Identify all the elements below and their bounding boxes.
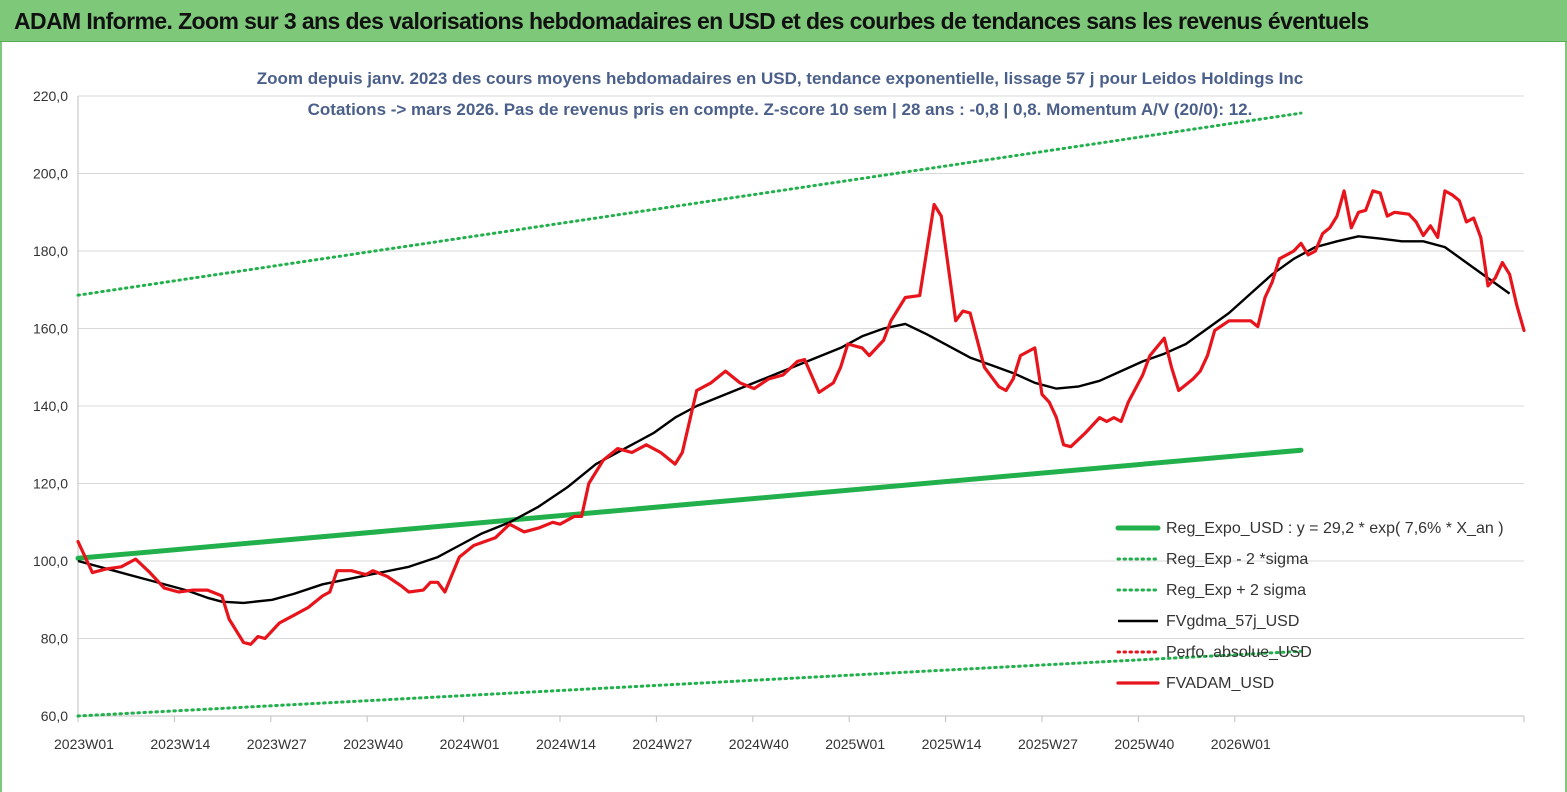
legend-label: Reg_Exp + 2 sigma	[1166, 582, 1306, 599]
x-tick-label: 2024W14	[536, 736, 596, 752]
y-tick-label: 60,0	[41, 708, 68, 724]
x-axis: 2023W01 2023W14 2023W27 2023W40 2024W01 2024W…	[54, 715, 1525, 752]
x-tick-label: 2023W27	[247, 736, 307, 752]
x-tick-label: 2023W14	[150, 736, 210, 752]
x-tick-label: 2023W40	[343, 736, 403, 752]
series-line-fvadam-usd	[76, 189, 1526, 646]
y-tick-label: 180,0	[33, 243, 68, 259]
x-tick-label: 2026W01	[1211, 736, 1271, 752]
plot-series	[75, 111, 1526, 718]
series-line-reg-expo-usd-y-29-2-exp-7-6-x-an	[75, 447, 1304, 561]
y-tick-label: 80,0	[41, 631, 68, 647]
chart-subtitle-line1: Zoom depuis janv. 2023 des cours moyens …	[257, 69, 1303, 88]
x-tick-label: 2025W14	[922, 736, 982, 752]
series-line-fvgdma-57j-usd	[77, 235, 1511, 605]
y-axis: 60,0 80,0 100,0 120,0 140,0 160,0 180,0 200,0 22…	[33, 88, 79, 724]
report-banner: ADAM Informe. Zoom sur 3 ans des valoris…	[0, 0, 1567, 42]
x-tick-label: 2025W27	[1018, 736, 1078, 752]
chart-area: Zoom depuis janv. 2023 des cours moyens …	[33, 69, 1526, 752]
series-line-reg-exp-2-sigma	[76, 649, 1303, 718]
legend-label: Reg_Expo_USD : y = 29,2 * exp( 7,6% * X_…	[1166, 520, 1504, 537]
grid-lines	[78, 95, 1524, 717]
y-tick-label: 120,0	[33, 476, 68, 492]
series-line-reg-exp-2-sigma	[76, 111, 1303, 297]
report-title: ADAM Informe. Zoom sur 3 ans des valoris…	[14, 8, 1369, 34]
x-tick-label: 2024W01	[440, 736, 500, 752]
legend-label: FVADAM_USD	[1166, 675, 1274, 692]
x-tick-label: 2025W40	[1114, 736, 1174, 752]
y-tick-label: 100,0	[33, 553, 68, 569]
y-tick-label: 220,0	[33, 88, 68, 104]
x-tick-label: 2025W01	[825, 736, 885, 752]
y-tick-label: 160,0	[33, 321, 68, 337]
y-tick-label: 140,0	[33, 398, 68, 414]
chart-frame	[0, 42, 1567, 792]
chart-subtitle-line2: Cotations -> mars 2026. Pas de revenus p…	[308, 100, 1253, 119]
x-tick-label: 2024W40	[729, 736, 789, 752]
legend-label: FVgdma_57j_USD	[1166, 613, 1299, 630]
legend-label: Perfo. absolue_USD	[1166, 644, 1312, 661]
chart-legend: Reg_Expo_USD : y = 29,2 * exp( 7,6% * X_…	[1115, 520, 1504, 692]
x-tick-label: 2023W01	[54, 736, 114, 752]
legend-label: Reg_Exp - 2 *sigma	[1166, 551, 1308, 568]
y-tick-label: 200,0	[33, 166, 68, 182]
x-tick-label: 2024W27	[632, 736, 692, 752]
